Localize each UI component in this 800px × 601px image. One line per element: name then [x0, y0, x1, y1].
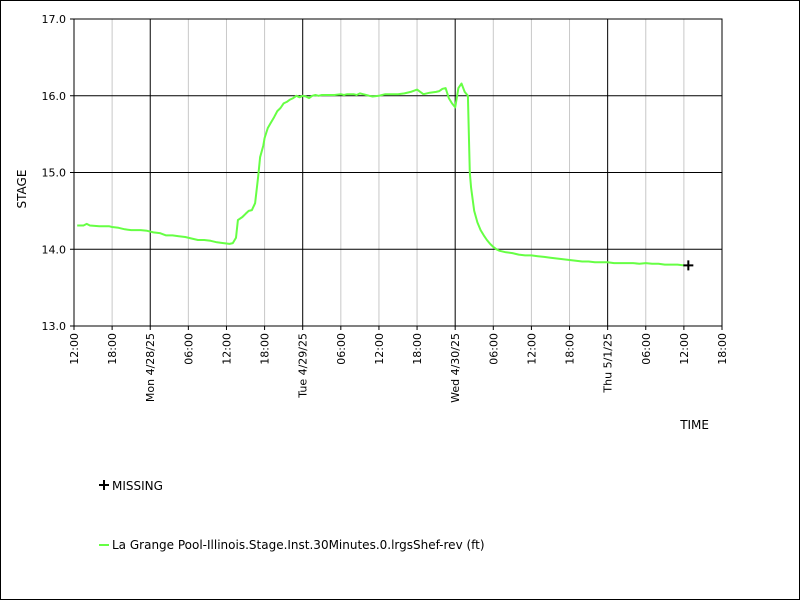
x-axis-title: TIME	[679, 418, 709, 432]
x-tick-label: 12:00	[525, 333, 538, 365]
y-tick-label: 14.0	[42, 243, 67, 256]
x-tick-label: 12:00	[220, 333, 233, 365]
x-tick-label: 12:00	[373, 333, 386, 365]
missing-markers	[683, 260, 694, 271]
x-tick-label: 18:00	[106, 333, 119, 365]
legend: MISSING La Grange Pool-Illinois.Stage.In…	[99, 479, 485, 552]
y-tick-label: 17.0	[42, 13, 67, 26]
x-tick-label: Tue 4/29/25	[297, 333, 310, 399]
y-axis-ticks: 13.0 14.0 15.0 16.0 17.0	[42, 13, 74, 333]
x-tick-label: 18:00	[259, 333, 272, 365]
legend-series-label: La Grange Pool-Illinois.Stage.Inst.30Min…	[112, 538, 485, 552]
missing-plus-icon	[99, 480, 109, 490]
missing-marker	[683, 260, 694, 271]
x-tick-label: Wed 4/30/25	[449, 333, 462, 403]
x-tick-label: Thu 5/1/25	[602, 333, 615, 394]
legend-series-entry: La Grange Pool-Illinois.Stage.Inst.30Min…	[99, 538, 485, 552]
y-tick-label: 15.0	[42, 167, 67, 180]
x-tick-label: 18:00	[564, 333, 577, 365]
legend-missing-label: MISSING	[112, 479, 163, 493]
series-line	[77, 82, 685, 267]
series-layer	[77, 82, 685, 267]
legend-missing-entry: MISSING	[99, 479, 163, 493]
x-tick-label: 06:00	[335, 333, 348, 365]
x-tick-label: 12:00	[68, 333, 81, 365]
x-axis-ticks: 12:00 18:00 Mon 4/28/25 06:00 12:00 18:00 Tue …	[68, 326, 729, 403]
y-tick-label: 13.0	[42, 320, 67, 333]
x-tick-label: 06:00	[640, 333, 653, 365]
y-axis-title: STAGE	[15, 170, 29, 209]
x-tick-label: 18:00	[411, 333, 424, 365]
x-tick-label: Mon 4/28/25	[144, 333, 157, 402]
x-tick-label: 06:00	[487, 333, 500, 365]
x-tick-label: 12:00	[678, 333, 691, 365]
major-gridlines	[74, 19, 722, 326]
x-tick-label: 06:00	[182, 333, 195, 365]
x-tick-label: 18:00	[716, 333, 729, 365]
y-tick-label: 16.0	[42, 90, 67, 103]
